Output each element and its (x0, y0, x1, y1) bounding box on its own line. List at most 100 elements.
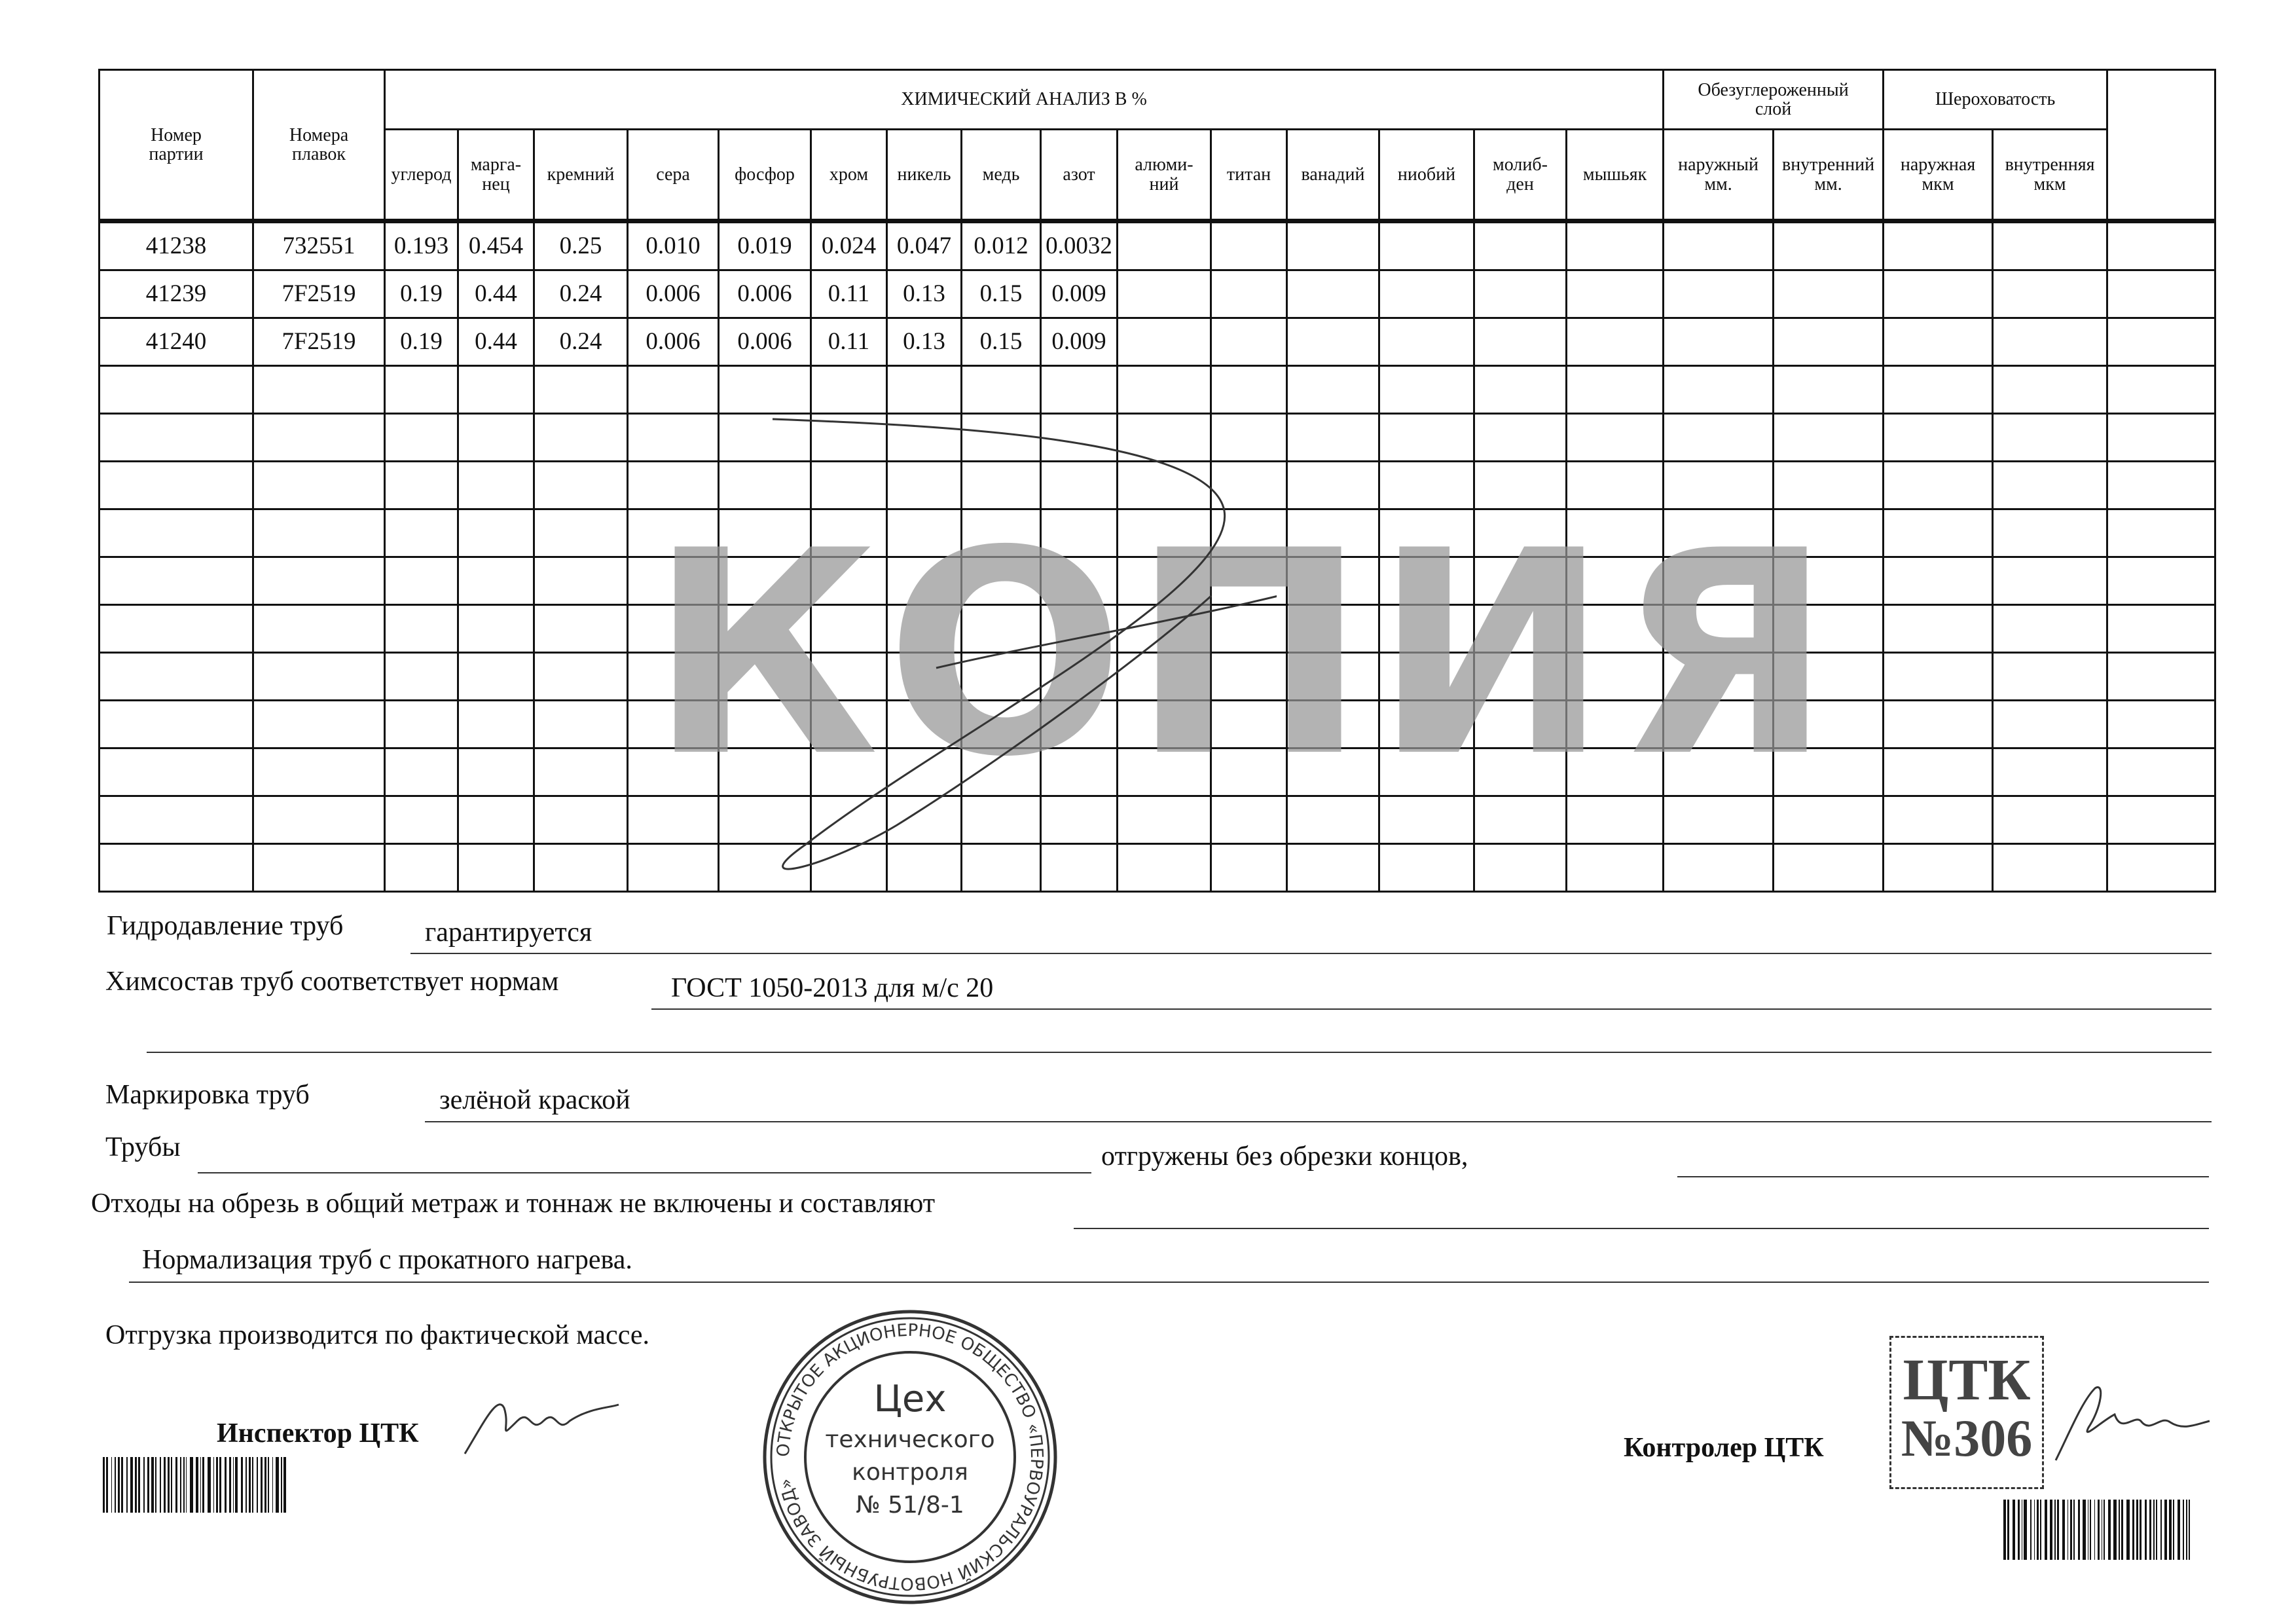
square-stamp: ЦТК №306 (1889, 1336, 2044, 1489)
table-cell (1116, 317, 1212, 367)
marking-label: Маркировка труб (105, 1080, 310, 1110)
barcode-bar (111, 1457, 113, 1513)
table-cell (2106, 556, 2217, 606)
table-cell: 41239 (98, 269, 254, 319)
table-cell (1662, 269, 1775, 319)
table-cell (533, 413, 629, 462)
table-cell (457, 795, 535, 845)
table-cell (1662, 220, 1775, 271)
header-element: молиб- ден (1473, 128, 1567, 223)
table-cell: 0.012 (960, 220, 1042, 271)
table-cell (457, 413, 535, 462)
header-element: титан (1210, 128, 1288, 223)
table-cell (1565, 269, 1665, 319)
barcode-bar (276, 1457, 279, 1513)
normalization-underline (129, 1282, 2209, 1283)
barcode-bar (2139, 1500, 2142, 1560)
table-cell (1992, 413, 2109, 462)
table-cell (1772, 508, 1885, 558)
barcode-bar (2164, 1500, 2168, 1560)
table-cell (1210, 317, 1288, 367)
table-cell (1378, 460, 1475, 510)
barcode-bar (183, 1457, 185, 1513)
table-cell (1286, 747, 1380, 797)
table-cell: 0.010 (627, 220, 720, 271)
table-cell (1473, 413, 1567, 462)
table-cell (1662, 460, 1775, 510)
square-stamp-line-2: №306 (1901, 1410, 2033, 1467)
table-row (98, 843, 2217, 893)
table-cell (1565, 843, 1665, 893)
table-cell (252, 508, 386, 558)
table-cell: 0.006 (718, 317, 812, 367)
barcode-bar (2040, 1500, 2042, 1560)
table-cell (384, 604, 459, 654)
header-decarburized-layer: Обезуглероженный слой (1662, 69, 1885, 130)
table-cell (252, 365, 386, 415)
table-cell (1210, 413, 1288, 462)
table-cell: 0.11 (810, 317, 888, 367)
shipped-text: отгружены без обрезки концов, (1101, 1141, 1468, 1172)
barcode-bar (2177, 1500, 2181, 1560)
table-cell (960, 365, 1042, 415)
table-cell (533, 508, 629, 558)
header-element: никель (886, 128, 962, 223)
barcode-bar (200, 1457, 202, 1513)
barcode-bar (171, 1457, 172, 1513)
barcode-bar (213, 1457, 215, 1513)
barcode-bar (130, 1457, 133, 1513)
table-row: 41240 7F2519 0.19 0.44 0.24 0.006 0.006 0.11 0.1… (98, 317, 2217, 367)
table-cell (1040, 508, 1118, 558)
table-cell (1116, 699, 1212, 749)
barcode-bar (2156, 1500, 2158, 1560)
barcode-bar (137, 1457, 140, 1513)
table-cell (1662, 795, 1775, 845)
table-cell (2106, 795, 2217, 845)
table-cell (1565, 460, 1665, 510)
table-cell (886, 795, 962, 845)
chem-value: ГОСТ 1050-2013 для м/с 20 (671, 973, 994, 1003)
barcode-bar (185, 1457, 187, 1513)
table-cell (1116, 365, 1212, 415)
table-cell (1992, 699, 2109, 749)
header-element: хром (810, 128, 888, 223)
table-cell (98, 413, 254, 462)
table-cell (1992, 556, 2109, 606)
table-cell (886, 365, 962, 415)
table-cell (1040, 413, 1118, 462)
table-cell: 0.009 (1040, 317, 1118, 367)
table-cell (1210, 508, 1288, 558)
header-element: ниобий (1378, 128, 1475, 223)
table-cell (1286, 699, 1380, 749)
signature-large (772, 418, 1277, 870)
table-cell (457, 604, 535, 654)
barcode-bar (2132, 1500, 2134, 1560)
table-cell (1116, 843, 1212, 893)
barcode-bar (155, 1457, 156, 1513)
table-cell (627, 460, 720, 510)
table-cell (1378, 413, 1475, 462)
table-cell (886, 460, 962, 510)
table-cell (1565, 413, 1665, 462)
table-cell (533, 843, 629, 893)
table-cell (1882, 269, 1994, 319)
table-cell (1662, 699, 1775, 749)
table-cell (627, 365, 720, 415)
table-cell: 0.24 (533, 269, 629, 319)
barcode-bar (179, 1457, 182, 1513)
table-cell (1882, 604, 1994, 654)
table-cell (2106, 220, 2217, 271)
table-cell (1473, 556, 1567, 606)
table-cell (1286, 604, 1380, 654)
table-cell (886, 556, 962, 606)
barcode-bar (2003, 1500, 2006, 1560)
table-cell (1565, 652, 1665, 701)
table-cell: 0.0032 (1040, 220, 1118, 271)
table-cell (1992, 652, 2109, 701)
table-cell (1116, 747, 1212, 797)
table-cell (627, 747, 720, 797)
barcode-bar (143, 1457, 145, 1513)
copy-watermark: КОПИЯ (649, 491, 1839, 819)
table-cell (533, 747, 629, 797)
header-element: алюми- ний (1116, 128, 1212, 223)
